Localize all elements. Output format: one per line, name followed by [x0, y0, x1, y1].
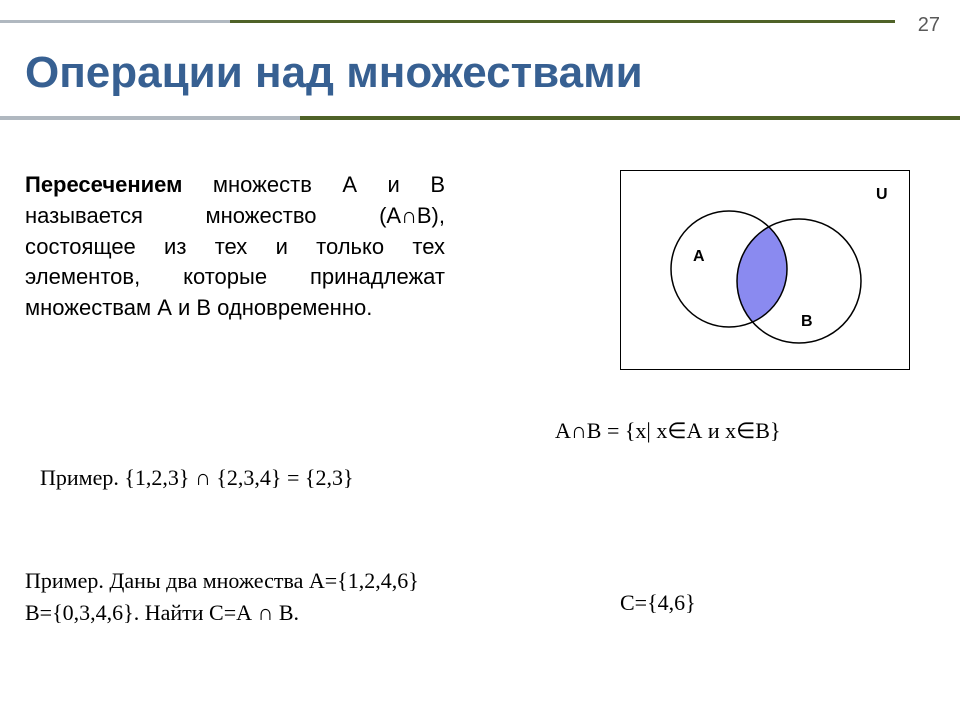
- page-number: 27: [918, 14, 940, 37]
- svg-text:А: А: [693, 248, 705, 265]
- example-2-line1: Пример. Даны два множества А={1,2,4,6}: [25, 565, 419, 597]
- slide-title-bar: Операции над множествами: [0, 48, 960, 108]
- definition-text: Пересечением множеств А и В называется м…: [25, 170, 445, 324]
- definition-term: Пересечением: [25, 172, 182, 197]
- example-2: Пример. Даны два множества А={1,2,4,6} В…: [25, 565, 419, 629]
- top-decoration: [0, 10, 960, 40]
- slide-title: Операции над множествами: [25, 48, 960, 98]
- example-1: Пример. {1,2,3} ∩ {2,3,4} = {2,3}: [40, 465, 354, 491]
- svg-text:U: U: [876, 186, 888, 203]
- top-line-right: [230, 20, 895, 23]
- top-line-left: [0, 20, 230, 23]
- example-2-line2: В={0,3,4,6}. Найти С=А ∩ В.: [25, 597, 419, 629]
- svg-text:В: В: [801, 313, 813, 330]
- venn-diagram: U А В: [620, 170, 910, 370]
- title-underline-right: [300, 116, 960, 120]
- venn-svg: U А В: [621, 171, 911, 371]
- example-2-result: С={4,6}: [620, 590, 696, 616]
- title-underline-left: [0, 116, 300, 120]
- intersection-formula: А∩В = {x| x∈А и x∈В}: [555, 418, 781, 444]
